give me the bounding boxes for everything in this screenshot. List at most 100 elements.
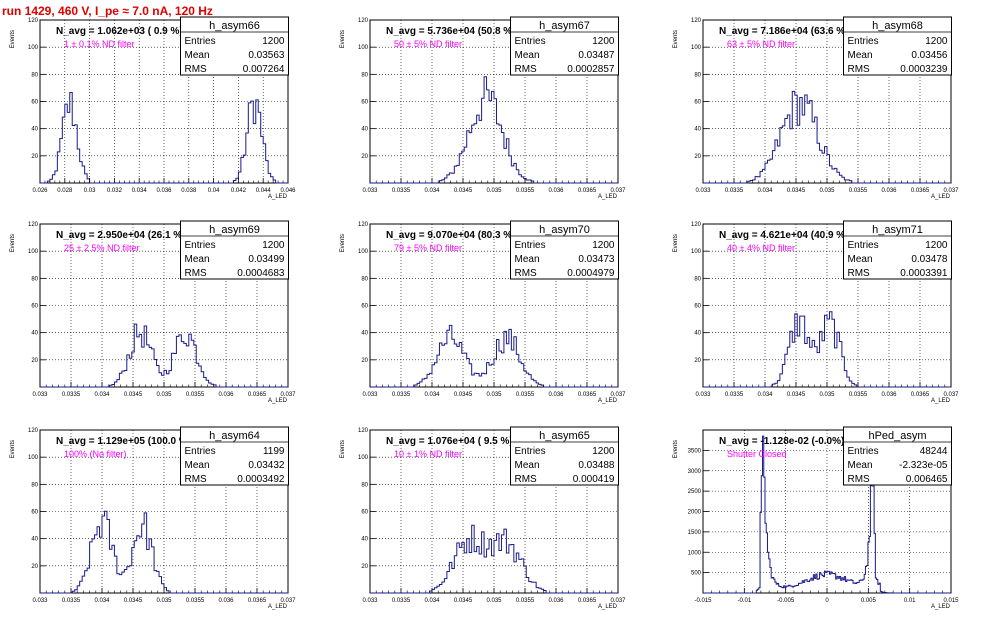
x-tick-label: 0.0355 — [516, 188, 535, 194]
histogram-panel-h_asym71: 0.033 0.0335 0.034 0.0345 0.035 0.0355 0.036 0.… — [673, 220, 959, 404]
histogram-panel-h_asym70: 0.033 0.0335 0.034 0.0345 0.035 0.0355 0.036 0.… — [340, 220, 626, 404]
x-tick-label: 0.028 — [57, 188, 73, 194]
x-tick-label: 0.0345 — [454, 392, 473, 398]
x-tick-label: 0.033 — [362, 188, 378, 194]
histogram-line — [40, 323, 288, 388]
navg-label: N_avg = 4.621e+04 (40.9 %) — [719, 230, 849, 241]
stats-value-entries: 1200 — [925, 240, 948, 251]
navg-label: N_avg = 5.736e+04 (50.8 %) — [386, 26, 516, 37]
x-tick-label: 0 — [825, 598, 829, 604]
stats-value-mean: -2.323e-05 — [899, 460, 948, 471]
y-tick-label: 100 — [691, 45, 702, 51]
navg-label: N_avg = 2.950e+04 (26.1 %) — [56, 230, 186, 241]
stats-key-rms: RMS — [515, 474, 538, 485]
x-axis-label: A_LED — [931, 604, 951, 610]
x-axis-label: A_LED — [598, 604, 618, 610]
x-tick-label: 0.036 — [548, 598, 564, 604]
x-tick-label: 0.0335 — [392, 188, 411, 194]
x-tick-label: 0.03 — [84, 188, 96, 194]
y-tick-label: 3500 — [688, 448, 702, 454]
x-tick-label: 0.026 — [32, 188, 48, 194]
stats-key-entries: Entries — [848, 446, 879, 457]
stats-key-rms: RMS — [848, 474, 871, 485]
x-tick-label: 0.0345 — [787, 392, 806, 398]
x-tick-label: 0.036 — [218, 392, 234, 398]
stats-key-rms: RMS — [185, 64, 208, 75]
x-tick-label: 0.036 — [548, 392, 564, 398]
stats-value-entries: 1200 — [592, 240, 615, 251]
stats-box — [843, 426, 952, 486]
x-axis-label: A_LED — [268, 604, 288, 610]
y-tick-label: 100 — [28, 455, 39, 461]
stats-key-entries: Entries — [848, 36, 879, 47]
stats-value-entries: 1200 — [592, 446, 615, 457]
histogram-line — [703, 435, 951, 594]
y-axis-label: Events — [10, 440, 16, 458]
x-tick-label: 0.035 — [156, 392, 172, 398]
x-tick-label: 0.0335 — [392, 392, 411, 398]
x-tick-label: 0.042 — [231, 188, 247, 194]
y-tick-label: 40 — [694, 331, 701, 337]
y-tick-label: 1500 — [688, 530, 702, 536]
y-tick-label: 100 — [358, 45, 369, 51]
stats-key-entries: Entries — [185, 240, 216, 251]
stats-value-rms: 0.007264 — [243, 64, 285, 75]
y-axis-label: Events — [10, 30, 16, 48]
y-tick-label: 100 — [28, 249, 39, 255]
x-tick-label: 0.0335 — [392, 598, 411, 604]
x-tick-label: 0.034 — [757, 392, 773, 398]
stats-key-rms: RMS — [848, 268, 871, 279]
histogram-panel-h_asym66: 0.026 0.028 0.03 0.032 0.034 0.036 0.038 0.04 0.… — [10, 16, 296, 200]
x-tick-label: 0.036 — [881, 392, 897, 398]
stats-key-rms: RMS — [185, 474, 208, 485]
filter-label: 40 ± 4% ND filter — [727, 243, 795, 253]
y-tick-label: 80 — [361, 72, 368, 78]
x-tick-label: 0.0365 — [578, 392, 597, 398]
x-tick-label: 0.033 — [32, 392, 48, 398]
y-tick-label: 40 — [31, 331, 38, 337]
y-axis-label: Events — [340, 234, 346, 252]
y-tick-label: 60 — [31, 510, 38, 516]
y-tick-label: 60 — [31, 304, 38, 310]
y-tick-label: 80 — [694, 72, 701, 78]
y-tick-label: 20 — [694, 358, 701, 364]
x-tick-label: 0.037 — [610, 598, 626, 604]
x-tick-label: 0.0355 — [849, 188, 868, 194]
stats-key-mean: Mean — [848, 460, 873, 471]
x-tick-label: 0.033 — [695, 188, 711, 194]
y-axis-label: Events — [673, 440, 679, 458]
x-tick-label: 0.0345 — [454, 188, 473, 194]
x-tick-label: 0.005 — [861, 598, 877, 604]
stats-box — [510, 220, 619, 280]
stats-key-entries: Entries — [185, 446, 216, 457]
y-tick-label: 40 — [31, 537, 38, 543]
x-tick-label: 0.036 — [218, 598, 234, 604]
filter-label: 25 ± 2.5% ND filter — [64, 243, 139, 253]
x-tick-label: -0.01 — [737, 598, 751, 604]
histogram-panel-hPed_asym: -0.015 -0.01 -0.005 0 0.005 0.01 0.015 500 1000 1… — [673, 426, 959, 610]
navg-label: N_avg = 1.129e+05 (100.0 %) — [56, 436, 191, 447]
x-axis-label: A_LED — [931, 194, 951, 200]
histogram-name: h_asym68 — [872, 20, 923, 32]
stats-value-rms: 0.006465 — [906, 474, 948, 485]
x-tick-label: 0.0365 — [911, 392, 930, 398]
histogram-name: h_asym71 — [872, 224, 923, 236]
y-tick-label: 60 — [694, 304, 701, 310]
stats-key-entries: Entries — [515, 446, 546, 457]
x-tick-label: 0.034 — [94, 392, 110, 398]
x-tick-label: 0.0355 — [516, 392, 535, 398]
histogram-name: h_asym66 — [209, 20, 260, 32]
stats-value-rms: 0.0004683 — [237, 268, 285, 279]
x-tick-label: -0.015 — [694, 598, 712, 604]
histogram-panel-h_asym68: 0.033 0.0335 0.034 0.0345 0.035 0.0355 0.036 0.… — [673, 16, 959, 200]
stats-value-rms: 0.0002857 — [567, 64, 615, 75]
x-tick-label: 0.037 — [943, 392, 959, 398]
stats-box — [180, 220, 289, 280]
stats-value-entries: 1200 — [592, 36, 615, 47]
histogram-line — [370, 76, 618, 184]
stats-value-entries: 1199 — [263, 446, 285, 457]
y-tick-label: 40 — [31, 127, 38, 133]
histogram-line — [703, 90, 951, 184]
stats-key-entries: Entries — [848, 240, 879, 251]
y-tick-label: 20 — [694, 154, 701, 160]
